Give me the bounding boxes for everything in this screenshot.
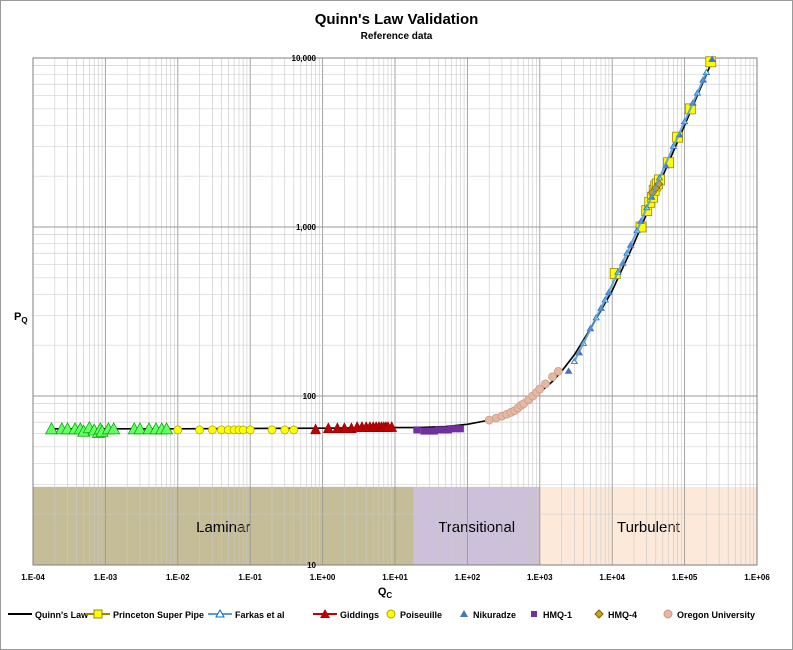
x-tick-label: 1.E+06	[744, 573, 770, 582]
legend-label: HMQ-1	[543, 610, 572, 620]
data-point-oregon-university	[554, 367, 562, 375]
legend-label: Princeton Super Pipe	[113, 610, 204, 620]
x-tick-label: 1.E+04	[599, 573, 625, 582]
y-tick-label: 10,000	[292, 54, 317, 63]
y-tick-label: 100	[303, 392, 317, 401]
legend-label: Giddings	[340, 610, 379, 620]
x-tick-label: 1.E+02	[455, 573, 481, 582]
legend-item-hmq-4: HMQ-4	[593, 606, 637, 624]
legend-symbol	[385, 609, 397, 621]
data-point-oregon-university	[542, 380, 550, 388]
legend-label: HMQ-4	[608, 610, 637, 620]
x-axis-title: QC	[378, 586, 393, 600]
data-point-poiseuille	[208, 426, 216, 434]
region-label: Transitional	[438, 519, 515, 536]
legend-label: Poiseuille	[400, 610, 442, 620]
x-tick-label: 1.E+05	[672, 573, 698, 582]
legend-symbol	[8, 609, 32, 621]
legend-label: Oregon University	[677, 610, 755, 620]
x-tick-label: 1.E+00	[310, 573, 336, 582]
y-axis-title: PQ	[14, 311, 28, 325]
legend-item-hmq-1: HMQ-1	[528, 606, 572, 624]
legend-item-poiseuille: Poiseuille	[385, 606, 442, 624]
data-point-poiseuille	[290, 426, 298, 434]
legend-label: Farkas et al	[235, 610, 285, 620]
legend-item-nikuradze: Nikuradze	[458, 606, 516, 624]
legend-item-quinn-s-law: Quinn's Law	[8, 606, 88, 624]
x-tick-label: 1.E-04	[21, 573, 45, 582]
data-point-hmq-1	[457, 426, 463, 432]
legend-symbol	[86, 609, 110, 621]
legend-symbol	[458, 609, 470, 621]
x-tick-label: 1.E-01	[238, 573, 262, 582]
data-point-nikuradze	[566, 368, 572, 373]
y-tick-label: 10	[307, 561, 316, 570]
data-point-poiseuille	[281, 426, 289, 434]
legend-item-oregon-university: Oregon University	[662, 606, 755, 624]
legend-symbol	[593, 609, 605, 621]
legend-item-giddings: Giddings	[313, 606, 379, 624]
series-laminar-green-unlabeled	[45, 422, 172, 438]
plot-area: Laminar Transitional Turbulent 1.E-04 1.E-0…	[0, 0, 793, 600]
legend-item-farkas-et-al: Farkas et al	[208, 606, 285, 624]
x-tick-label: 1.E-02	[166, 573, 190, 582]
x-tick-label: 1.E-03	[94, 573, 118, 582]
legend-item-princeton-super-pipe: Princeton Super Pipe	[86, 606, 204, 624]
region-label: Turbulent	[617, 519, 681, 536]
x-tick-label: 1.E+03	[527, 573, 553, 582]
legend-label: Quinn's Law	[35, 610, 88, 620]
legend-symbol	[528, 609, 540, 621]
legend: Quinn's Law Princeton Super Pipe Farkas et…	[8, 606, 788, 624]
data-point-poiseuille	[174, 426, 182, 434]
data-point-hmq-1	[421, 428, 427, 434]
data-point-poiseuille	[246, 426, 254, 434]
data-point-hmq-1	[414, 427, 420, 433]
series-poiseuille	[174, 426, 298, 434]
legend-symbol	[662, 609, 674, 621]
legend-label: Nikuradze	[473, 610, 516, 620]
x-tick-label: 1.E+01	[382, 573, 408, 582]
region-label: Laminar	[196, 519, 250, 536]
legend-symbol	[313, 609, 337, 621]
y-tick-label: 1,000	[296, 223, 317, 232]
data-point-poiseuille	[268, 426, 276, 434]
legend-symbol	[208, 609, 232, 621]
data-point-poiseuille	[196, 426, 204, 434]
